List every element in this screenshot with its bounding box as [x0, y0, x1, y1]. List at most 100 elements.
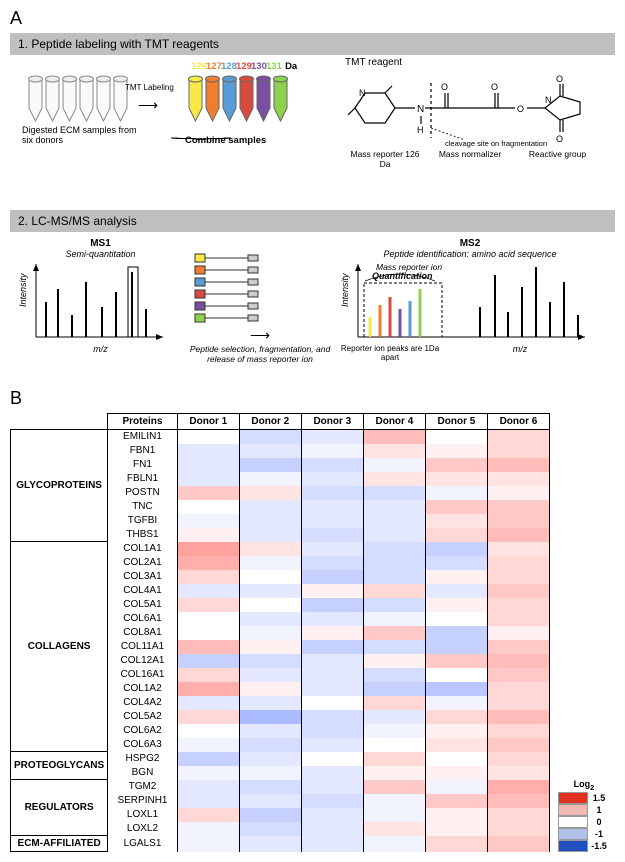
value-cell [487, 444, 549, 458]
ms1-sub: Semi-quantitation [18, 249, 183, 259]
tmt-arrow-label: TMT Labeling [125, 83, 174, 92]
value-cell [301, 724, 363, 738]
protein-cell: SERPINH1 [108, 794, 178, 808]
value-cell [239, 766, 301, 780]
value-cell [363, 766, 425, 780]
value-cell [301, 542, 363, 556]
value-cell [487, 514, 549, 528]
legend-sub: 2 [590, 783, 594, 792]
category-cell: ECM-AFFILIATED [11, 836, 108, 852]
value-cell [177, 724, 239, 738]
value-cell [425, 822, 487, 836]
figure-root: A 1. Peptide labeling with TMT reagents … [0, 0, 625, 862]
protein-cell: HSPG2 [108, 752, 178, 766]
value-cell [239, 458, 301, 472]
value-cell [487, 472, 549, 486]
protein-cell: BGN [108, 766, 178, 780]
protein-cell: POSTN [108, 486, 178, 500]
value-cell [425, 542, 487, 556]
value-cell [177, 430, 239, 444]
value-cell [425, 486, 487, 500]
value-cell [363, 486, 425, 500]
value-cell [487, 640, 549, 654]
value-cell [363, 570, 425, 584]
value-cell [301, 458, 363, 472]
ms2-xaxis: m/z [440, 344, 600, 362]
section1-header: 1. Peptide labeling with TMT reagents [10, 33, 615, 55]
value-cell [363, 598, 425, 612]
da-label: Da [284, 61, 299, 72]
chem-label: Reactive group [515, 149, 600, 169]
value-cell [239, 724, 301, 738]
value-cell [487, 556, 549, 570]
value-cell [363, 542, 425, 556]
value-cell [425, 626, 487, 640]
value-cell [487, 668, 549, 682]
value-cell [239, 598, 301, 612]
value-cell [177, 640, 239, 654]
legend-swatch [558, 792, 588, 804]
value-cell [301, 528, 363, 542]
value-cell [425, 640, 487, 654]
value-cell [363, 500, 425, 514]
value-cell [301, 626, 363, 640]
value-cell [177, 752, 239, 766]
tmt-mass-label: 131 [266, 61, 281, 72]
value-cell [239, 430, 301, 444]
value-cell [425, 472, 487, 486]
value-cell [239, 626, 301, 640]
panel-a-label: A [10, 8, 615, 29]
protein-cell: COL4A1 [108, 584, 178, 598]
protein-cell: COL12A1 [108, 654, 178, 668]
value-cell [425, 738, 487, 752]
value-cell [301, 696, 363, 710]
value-cell [425, 556, 487, 570]
value-cell [301, 752, 363, 766]
value-cell [239, 780, 301, 794]
value-cell [301, 486, 363, 500]
protein-cell: TGFBI [108, 514, 178, 528]
value-cell [239, 752, 301, 766]
value-cell [487, 682, 549, 696]
value-cell [425, 682, 487, 696]
value-cell [177, 780, 239, 794]
value-cell [239, 738, 301, 752]
value-cell [363, 780, 425, 794]
value-cell [239, 794, 301, 808]
value-cell [425, 500, 487, 514]
donor-header: Donor 3 [301, 414, 363, 430]
value-cell [177, 738, 239, 752]
value-cell [487, 794, 549, 808]
value-cell [301, 710, 363, 724]
chem-label: Mass normalizer [425, 149, 515, 169]
value-cell [239, 808, 301, 822]
table-row: PROTEOGLYCANSHSPG2 [11, 752, 550, 766]
legend-row: 1 [558, 804, 610, 816]
protein-cell: COL2A1 [108, 556, 178, 570]
cleavage-note: cleavage site on fragmentation [445, 139, 547, 148]
value-cell [363, 556, 425, 570]
category-cell: GLYCOPROTEINS [11, 430, 108, 542]
value-cell [301, 668, 363, 682]
value-cell [177, 444, 239, 458]
svg-text:O: O [441, 82, 448, 92]
legend-value: 0 [588, 817, 610, 827]
ms2-sub: Peptide identification: amino acid seque… [340, 249, 600, 259]
value-cell [487, 528, 549, 542]
protein-cell: THBS1 [108, 528, 178, 542]
value-cell [487, 752, 549, 766]
value-cell [487, 710, 549, 724]
svg-text:H: H [417, 125, 424, 135]
value-cell [301, 836, 363, 852]
chem-structure: TMT reagent N N H O [345, 57, 610, 169]
protein-cell: COL4A2 [108, 696, 178, 710]
colored-tubes [185, 73, 305, 130]
value-cell [239, 556, 301, 570]
value-cell [301, 570, 363, 584]
value-cell [425, 766, 487, 780]
value-cell [425, 780, 487, 794]
legend-value: 1 [588, 805, 610, 815]
ms1-xaxis: m/z [18, 344, 183, 354]
value-cell [363, 794, 425, 808]
donor-header: Donor 2 [239, 414, 301, 430]
